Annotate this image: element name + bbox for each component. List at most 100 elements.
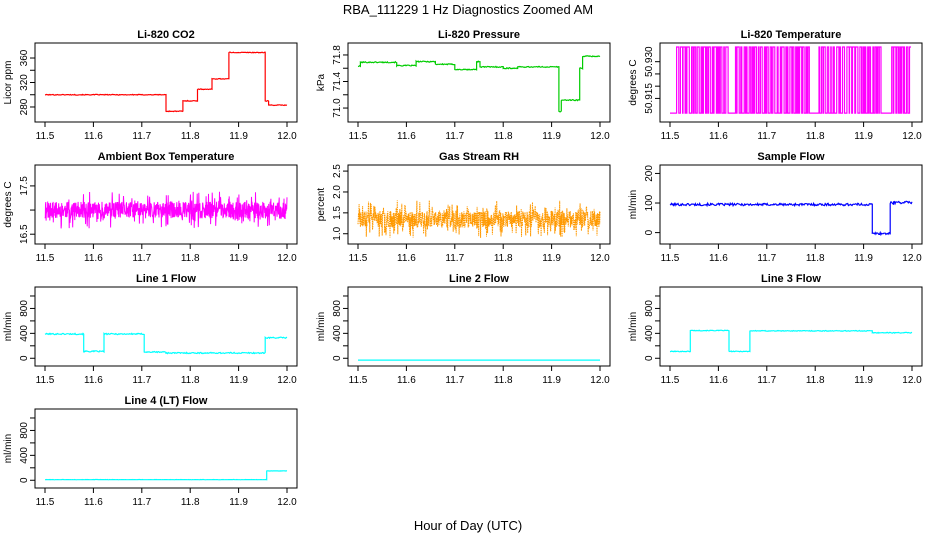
line-4-lt-flow-x-tick-label: 11.9 — [229, 497, 248, 508]
li-820-pressure-x-tick-label: 12.0 — [590, 131, 610, 142]
ambient-box-temperature-x-tick-label: 11.5 — [36, 253, 55, 264]
li-820-temperature-series-line — [670, 46, 911, 114]
li-820-pressure-plot-frame — [347, 42, 611, 123]
sample-flow-series-line — [669, 200, 913, 237]
line-2-flow-x-tick-label: 11.9 — [542, 375, 561, 386]
line-2-flow-y-tick-label: 800 — [332, 300, 343, 317]
li-820-co2-x-tick-label: 11.5 — [36, 131, 55, 142]
gas-stream-rh-x-tick-label: 11.6 — [397, 253, 416, 264]
li-820-temperature-x-tick-label: 11.5 — [661, 131, 680, 142]
gas-stream-rh-y-tick-label: 2.5 — [332, 164, 343, 178]
gas-stream-rh-series-line — [357, 200, 601, 238]
li-820-pressure-y-tick-label: 71.4 — [332, 71, 343, 91]
line-4-lt-flow-x-tick-label: 11.7 — [132, 497, 151, 508]
line-3-flow-y-tick-label: 0 — [644, 355, 655, 361]
line-1-flow-x-tick-label: 11.6 — [84, 375, 103, 386]
li-820-pressure-y-axis-label: kPa — [316, 73, 327, 91]
line-4-lt-flow-x-tick-label: 11.5 — [36, 497, 55, 508]
ambient-box-temperature-x-tick-label: 11.6 — [84, 253, 103, 264]
line-2-flow-x-tick-label: 12.0 — [590, 375, 610, 386]
line-4-lt-flow-y-tick-label: 400 — [19, 447, 30, 464]
li-820-temperature-y-tick-label: 50.915 — [644, 83, 655, 114]
sample-flow-title: Sample Flow — [757, 151, 825, 163]
ambient-box-temperature-x-tick-label: 12.0 — [277, 253, 297, 264]
line-3-flow-title: Line 3 Flow — [761, 273, 821, 285]
sample-flow-x-tick-label: 11.7 — [757, 253, 776, 264]
line-4-lt-flow-x-tick-label: 12.0 — [277, 497, 297, 508]
ambient-box-temperature-y-tick-label: 16.5 — [19, 224, 30, 244]
line-2-flow-title: Line 2 Flow — [449, 273, 509, 285]
line-3-flow-y-axis-label: ml/min — [628, 312, 639, 341]
li-820-pressure-x-tick-label: 11.7 — [445, 131, 464, 142]
gas-stream-rh-x-tick-label: 11.7 — [445, 253, 464, 264]
li-820-pressure-x-tick-label: 11.5 — [349, 131, 368, 142]
li-820-temperature-x-tick-label: 11.7 — [757, 131, 776, 142]
line-4-lt-flow-y-axis-label: ml/min — [3, 434, 14, 463]
li-820-co2-x-tick-label: 11.9 — [229, 131, 248, 142]
line-4-lt-flow-series-line — [45, 470, 288, 481]
gas-stream-rh-plot-frame — [347, 164, 611, 245]
li-820-co2-series-line — [44, 51, 288, 113]
gas-stream-rh-x-tick-label: 11.9 — [542, 253, 561, 264]
line-4-lt-flow-x-tick-label: 11.8 — [181, 497, 200, 508]
line-3-flow-y-tick-label: 800 — [644, 300, 655, 317]
sample-flow-x-tick-label: 11.6 — [709, 253, 728, 264]
line-3-flow-series-line — [669, 329, 913, 353]
li-820-temperature-x-tick-label: 12.0 — [902, 131, 922, 142]
line-2-flow-x-tick-label: 11.6 — [397, 375, 416, 386]
li-820-temperature-title: Li-820 Temperature — [741, 29, 842, 41]
li-820-co2-x-tick-label: 12.0 — [277, 131, 297, 142]
li-820-pressure-x-tick-label: 11.6 — [397, 131, 416, 142]
page-title: RBA_111229 1 Hz Diagnostics Zoomed AM — [342, 2, 594, 17]
ambient-box-temperature-title: Ambient Box Temperature — [98, 151, 235, 163]
li-820-co2-title: Li-820 CO2 — [137, 29, 194, 41]
line-3-flow-x-tick-label: 11.7 — [757, 375, 776, 386]
gas-stream-rh-y-tick-label: 1.0 — [332, 226, 343, 240]
sample-flow-x-tick-label: 11.8 — [806, 253, 825, 264]
gas-stream-rh-x-tick-label: 11.8 — [494, 253, 513, 264]
line-2-flow-y-tick-label: 0 — [332, 355, 343, 361]
gas-stream-rh-x-tick-label: 11.5 — [349, 253, 368, 264]
line-1-flow-y-tick-label: 0 — [19, 355, 30, 361]
line-1-flow-series-line — [44, 332, 288, 355]
line-1-flow-x-tick-label: 11.9 — [229, 375, 248, 386]
line-3-flow-x-tick-label: 11.9 — [854, 375, 873, 386]
li-820-pressure-x-tick-label: 11.8 — [494, 131, 513, 142]
line-2-flow-x-tick-label: 11.7 — [445, 375, 464, 386]
line-4-lt-flow-x-tick-label: 11.6 — [84, 497, 103, 508]
li-820-co2-y-tick-label: 320 — [19, 74, 30, 91]
line-3-flow-x-tick-label: 11.6 — [709, 375, 728, 386]
line-2-flow-x-tick-label: 11.8 — [494, 375, 513, 386]
li-820-temperature-x-tick-label: 11.8 — [806, 131, 825, 142]
li-820-temperature-x-tick-label: 11.6 — [709, 131, 728, 142]
line-3-flow-y-tick-label: 400 — [644, 325, 655, 342]
li-820-co2-y-tick-label: 360 — [19, 49, 30, 66]
x-axis-title: Hour of Day (UTC) — [413, 518, 523, 533]
li-820-temperature-y-axis-label: degrees C — [628, 59, 639, 105]
li-820-co2-x-tick-label: 11.8 — [181, 131, 200, 142]
line-2-flow-plot-frame — [347, 286, 611, 367]
line-2-flow-y-axis-label: ml/min — [316, 312, 327, 341]
li-820-co2-y-tick-label: 280 — [19, 98, 30, 115]
ambient-box-temperature-plot-frame — [34, 164, 298, 245]
line-1-flow-y-axis-label: ml/min — [3, 312, 14, 341]
li-820-pressure-y-tick-label: 71.8 — [332, 45, 343, 65]
li-820-co2-x-tick-label: 11.7 — [132, 131, 151, 142]
sample-flow-y-tick-label: 0 — [644, 229, 655, 235]
line-4-lt-flow-title: Line 4 (LT) Flow — [125, 395, 208, 407]
ambient-box-temperature-y-tick-label: 17.5 — [19, 176, 30, 196]
sample-flow-x-tick-label: 11.9 — [854, 253, 873, 264]
line-1-flow-plot-frame — [34, 286, 298, 367]
sample-flow-x-tick-label: 11.5 — [661, 253, 680, 264]
sample-flow-y-tick-label: 100 — [644, 194, 655, 211]
sample-flow-plot-frame — [659, 164, 923, 245]
sample-flow-y-tick-label: 200 — [644, 165, 655, 182]
gas-stream-rh-x-tick-label: 12.0 — [590, 253, 610, 264]
